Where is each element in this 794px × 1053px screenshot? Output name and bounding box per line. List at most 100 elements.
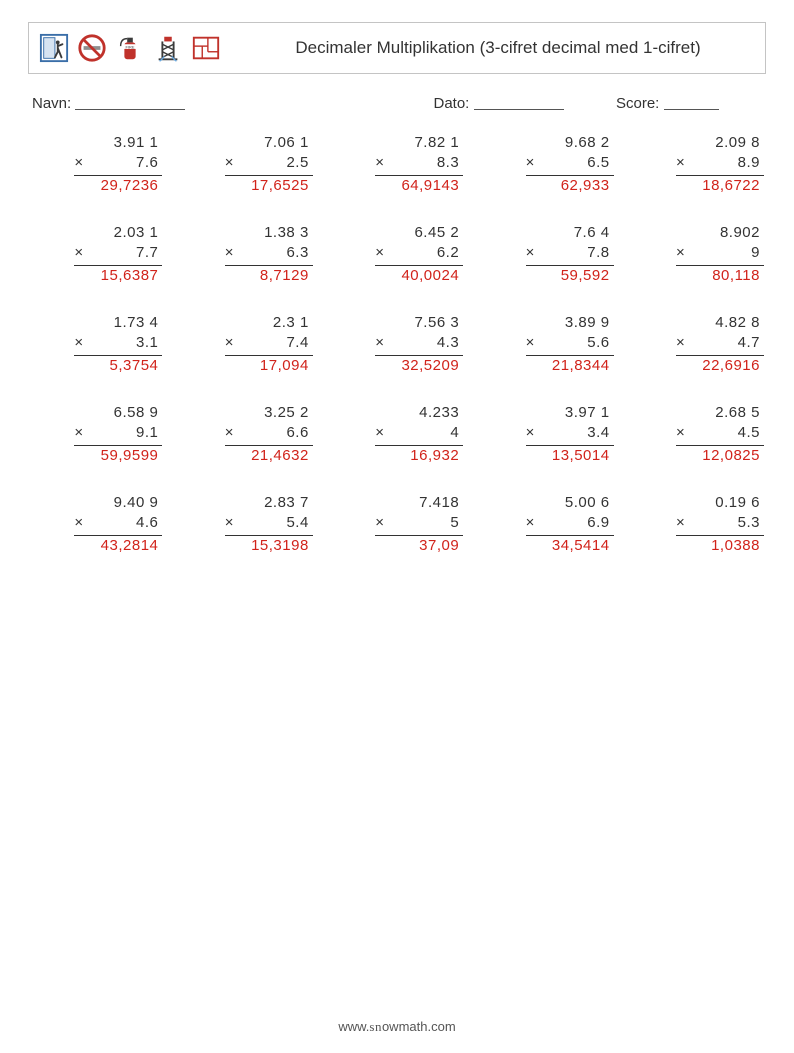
multiplicand-row: 7.6 4 xyxy=(526,224,614,244)
problem: 7.6 4×7.859,592 xyxy=(481,224,613,286)
problem: 2.83 7×5.415,3198 xyxy=(180,494,312,556)
times-operator: × xyxy=(375,334,389,351)
multiplier-row: ×7.6 xyxy=(74,154,162,174)
meta-row: Navn: Dato: Score: xyxy=(28,92,766,112)
problem-stack: 3.97 1×3.413,5014 xyxy=(526,404,614,466)
problem: 5.00 6×6.934,5414 xyxy=(481,494,613,556)
multiplier-row: ×6.5 xyxy=(526,154,614,174)
answer: 17,6525 xyxy=(225,176,313,196)
date-field: Dato: xyxy=(434,92,617,112)
multiplier: 5.4 xyxy=(239,514,313,531)
problem: 2.03 1 ×7.715,6387 xyxy=(30,224,162,286)
multiplier: 9.1 xyxy=(88,424,162,441)
problem-stack: 7.06 1×2.517,6525 xyxy=(225,134,313,196)
multiplicand: 7.6 4 xyxy=(540,224,614,241)
problem-stack: 2.09 8×8.918,6722 xyxy=(676,134,764,196)
multiplier-row: ×6.6 xyxy=(225,424,313,444)
times-operator: × xyxy=(526,244,540,261)
multiplier: 6.5 xyxy=(540,154,614,171)
times-operator: × xyxy=(225,154,239,171)
times-operator: × xyxy=(74,244,88,261)
multiplier-row: ×4.3 xyxy=(375,334,463,354)
name-field: Navn: xyxy=(32,92,434,112)
times-operator: × xyxy=(676,514,690,531)
multiplier: 3.4 xyxy=(540,424,614,441)
multiplicand: 8.902 xyxy=(690,224,764,241)
answer: 1,0388 xyxy=(676,536,764,556)
problem-stack: 3.91 1×7.629,7236 xyxy=(74,134,162,196)
footer-brand: sn xyxy=(369,1019,382,1034)
problem: 4.82 8×4.722,6916 xyxy=(632,314,764,376)
problem-stack: 2.3 1×7.417,094 xyxy=(225,314,313,376)
problem-stack: 6.45 2×6.240,0024 xyxy=(375,224,463,286)
header: FIRE xyxy=(28,22,766,74)
answer: 21,8344 xyxy=(526,356,614,376)
multiplicand: 7.418 xyxy=(389,494,463,511)
multiplicand: 3.91 1 xyxy=(88,134,162,151)
times-operator: × xyxy=(526,424,540,441)
multiplicand-row: 3.97 1 xyxy=(526,404,614,424)
multiplier: 6.3 xyxy=(239,244,313,261)
name-blank[interactable] xyxy=(75,94,185,110)
multiplier: 8.9 xyxy=(690,154,764,171)
multiplier-row: ×2.5 xyxy=(225,154,313,174)
times-operator: × xyxy=(375,514,389,531)
multiplicand-row: 9.40 9 xyxy=(74,494,162,514)
multiplier-row: ×6.9 xyxy=(526,514,614,534)
times-operator: × xyxy=(225,424,239,441)
problem: 2.68 5×4.512,0825 xyxy=(632,404,764,466)
multiplicand-row: 8.902 xyxy=(676,224,764,244)
times-operator: × xyxy=(676,424,690,441)
multiplier-row: ×7.7 xyxy=(74,244,162,264)
problem-stack: 3.25 2×6.621,4632 xyxy=(225,404,313,466)
multiplier: 5.3 xyxy=(690,514,764,531)
answer: 15,6387 xyxy=(74,266,162,286)
multiplicand-row: 4.82 8 xyxy=(676,314,764,334)
times-operator: × xyxy=(74,424,88,441)
multiplicand: 2.03 1 xyxy=(88,224,162,241)
multiplier: 6.2 xyxy=(389,244,463,261)
problem-stack: 7.56 3×4.332,5209 xyxy=(375,314,463,376)
multiplier-row: ×4.5 xyxy=(676,424,764,444)
times-operator: × xyxy=(375,154,389,171)
multiplier-row: ×7.8 xyxy=(526,244,614,264)
multiplier-row: ×5 xyxy=(375,514,463,534)
name-label: Navn: xyxy=(32,95,71,112)
multiplier-row: ×4.6 xyxy=(74,514,162,534)
multiplicand-row: 0.19 6 xyxy=(676,494,764,514)
multiplier-row: ×8.9 xyxy=(676,154,764,174)
multiplicand-row: 7.06 1 xyxy=(225,134,313,154)
multiplicand: 3.97 1 xyxy=(540,404,614,421)
multiplier: 2.5 xyxy=(239,154,313,171)
answer: 12,0825 xyxy=(676,446,764,466)
answer: 32,5209 xyxy=(375,356,463,376)
multiplier-row: ×7.4 xyxy=(225,334,313,354)
times-operator: × xyxy=(676,334,690,351)
multiplicand: 9.40 9 xyxy=(88,494,162,511)
multiplier: 6.6 xyxy=(239,424,313,441)
answer: 40,0024 xyxy=(375,266,463,286)
problem: 8.902×980,118 xyxy=(632,224,764,286)
problem: 2.09 8×8.918,6722 xyxy=(632,134,764,196)
no-smoking-icon xyxy=(77,33,107,63)
problem-stack: 7.418×537,09 xyxy=(375,494,463,556)
multiplicand: 4.233 xyxy=(389,404,463,421)
multiplicand: 5.00 6 xyxy=(540,494,614,511)
score-label: Score: xyxy=(616,95,659,112)
score-blank[interactable] xyxy=(664,94,719,110)
multiplicand-row: 1.38 3 xyxy=(225,224,313,244)
times-operator: × xyxy=(225,334,239,351)
footer-suffix: owmath.com xyxy=(382,1019,456,1034)
multiplier: 5 xyxy=(389,514,463,531)
problem: 1.73 4×3.15,3754 xyxy=(30,314,162,376)
problem-stack: 2.83 7×5.415,3198 xyxy=(225,494,313,556)
svg-text:FIRE: FIRE xyxy=(126,44,135,49)
multiplier-row: ×4 xyxy=(375,424,463,444)
problem: 1.38 3×6.38,7129 xyxy=(180,224,312,286)
date-blank[interactable] xyxy=(474,94,564,110)
multiplier-row: ×5.3 xyxy=(676,514,764,534)
problem-stack: 8.902×980,118 xyxy=(676,224,764,286)
multiplicand-row: 3.91 1 xyxy=(74,134,162,154)
floor-plan-icon xyxy=(191,33,221,63)
multiplier: 8.3 xyxy=(389,154,463,171)
